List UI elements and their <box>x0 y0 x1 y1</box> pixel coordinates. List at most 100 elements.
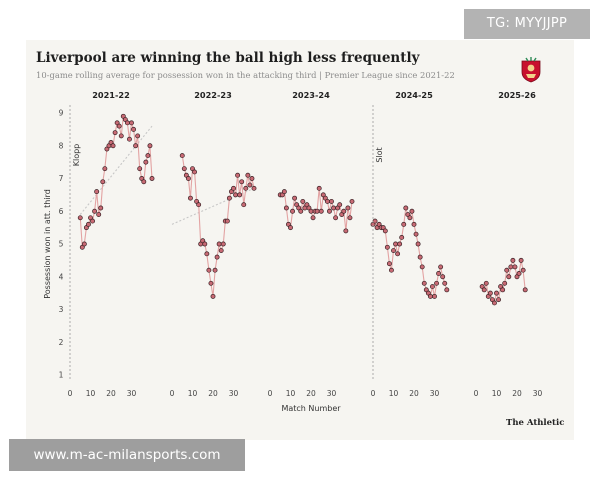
x-tick-label: 30 <box>430 389 440 398</box>
data-point <box>298 208 304 214</box>
data-point <box>327 208 332 214</box>
data-point <box>520 267 526 273</box>
liverpool-crest-icon <box>521 57 541 83</box>
data-point <box>434 280 439 286</box>
data-point <box>206 267 212 273</box>
data-point <box>251 185 257 191</box>
x-tick-label: 0 <box>68 389 73 398</box>
data-point <box>179 153 185 159</box>
data-point <box>124 120 130 126</box>
data-point <box>288 225 293 231</box>
x-tick-label: 0 <box>474 389 479 398</box>
x-tick-label: 20 <box>306 389 316 398</box>
data-point <box>440 274 446 280</box>
x-tick-label: 10 <box>86 389 96 398</box>
data-point <box>204 251 210 257</box>
data-point <box>143 159 149 165</box>
watermark-top: TG: MYYJJPP <box>464 9 590 39</box>
data-point <box>324 198 330 204</box>
data-point <box>96 212 102 217</box>
y-tick-label: 7 <box>59 174 64 183</box>
trend-line <box>79 125 153 215</box>
data-point <box>92 208 98 214</box>
data-point <box>341 208 347 214</box>
x-tick-label: 30 <box>127 389 137 398</box>
data-point <box>516 271 522 276</box>
season-label: 2023-24 <box>292 90 330 100</box>
data-point <box>432 293 437 299</box>
x-tick-label: 20 <box>512 389 522 398</box>
chart-title: Liverpool are winning the ball high less… <box>36 50 420 66</box>
series-line <box>181 155 255 297</box>
data-point <box>116 123 122 129</box>
data-point <box>308 208 314 214</box>
data-point <box>145 153 151 159</box>
data-point <box>444 287 450 293</box>
data-point <box>316 185 322 191</box>
data-point <box>318 208 324 214</box>
data-point <box>421 280 427 286</box>
data-point <box>214 254 220 260</box>
data-point <box>403 205 409 211</box>
data-point <box>137 166 143 172</box>
data-point <box>310 215 316 221</box>
data-point <box>487 290 493 296</box>
data-point <box>212 267 218 273</box>
data-point <box>419 264 425 270</box>
data-point <box>231 185 236 191</box>
x-tick-label: 0 <box>170 389 175 398</box>
data-point <box>149 176 155 181</box>
season-label: 2021-22 <box>92 90 130 100</box>
y-tick-label: 5 <box>59 240 64 249</box>
manager-label: Slot <box>375 147 384 162</box>
data-point <box>300 198 306 204</box>
data-point <box>506 274 512 280</box>
data-point <box>133 143 139 149</box>
data-point <box>512 264 518 270</box>
data-point <box>243 185 249 191</box>
data-point <box>522 287 528 293</box>
data-point <box>372 218 378 224</box>
data-point <box>185 176 191 181</box>
data-point <box>249 176 255 181</box>
publisher-logo: The Athletic <box>506 418 565 428</box>
season-label: 2024-25 <box>395 90 433 100</box>
data-point <box>496 297 501 303</box>
data-point <box>407 215 413 221</box>
data-point <box>492 300 497 306</box>
data-point <box>494 290 499 296</box>
data-point <box>192 169 197 175</box>
data-point <box>118 133 124 139</box>
data-point <box>417 254 423 260</box>
data-point <box>77 215 83 221</box>
data-point <box>283 205 289 211</box>
series-line <box>79 114 153 250</box>
data-point <box>210 293 216 299</box>
x-tick-label: 10 <box>492 389 502 398</box>
data-point <box>147 143 153 149</box>
data-point <box>218 248 224 253</box>
x-tick-label: 30 <box>533 389 543 398</box>
data-point <box>442 280 448 286</box>
data-point <box>345 205 351 211</box>
data-point <box>94 189 100 195</box>
y-axis-label: Possession won in att. third <box>43 189 52 299</box>
data-point <box>196 202 202 208</box>
panel-2021-22: 2021-22 0 10 20 30 <box>68 90 155 398</box>
x-tick-label: 10 <box>188 389 198 398</box>
data-point <box>329 198 334 204</box>
chart-subtitle: 10-game rolling average for possession w… <box>36 70 455 80</box>
data-point <box>237 192 243 198</box>
x-axis-label: Match Number <box>281 404 341 413</box>
data-point <box>90 218 96 224</box>
y-tick-label: 4 <box>59 272 64 281</box>
data-point <box>235 172 241 178</box>
data-point <box>314 208 320 214</box>
data-point <box>245 172 251 178</box>
data-point <box>239 179 245 185</box>
data-point <box>216 241 222 247</box>
season-label: 2025-26 <box>498 90 536 100</box>
data-point <box>224 218 230 224</box>
data-point <box>131 126 136 132</box>
data-point <box>247 182 253 188</box>
